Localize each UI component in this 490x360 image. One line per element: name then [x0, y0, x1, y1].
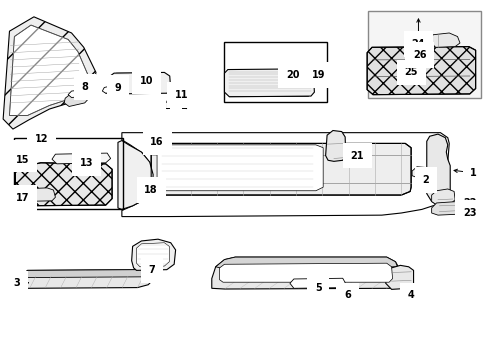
- Polygon shape: [52, 153, 111, 164]
- Polygon shape: [102, 86, 114, 93]
- Text: 3: 3: [13, 278, 20, 288]
- Polygon shape: [153, 146, 159, 149]
- Text: 26: 26: [413, 50, 427, 60]
- Text: 22: 22: [463, 198, 476, 208]
- Text: 15: 15: [16, 154, 29, 165]
- Polygon shape: [21, 276, 27, 288]
- Polygon shape: [3, 17, 96, 129]
- Polygon shape: [310, 80, 321, 87]
- Polygon shape: [290, 278, 345, 288]
- Polygon shape: [427, 134, 450, 204]
- Polygon shape: [109, 72, 171, 94]
- Text: 24: 24: [412, 39, 425, 49]
- Text: 9: 9: [115, 83, 122, 93]
- Polygon shape: [18, 154, 32, 161]
- Bar: [368, 12, 482, 98]
- Polygon shape: [224, 69, 315, 97]
- Polygon shape: [212, 257, 399, 289]
- Polygon shape: [17, 150, 30, 156]
- Text: 5: 5: [315, 283, 321, 293]
- Text: 16: 16: [150, 138, 164, 147]
- Polygon shape: [386, 265, 414, 289]
- Text: 25: 25: [404, 67, 418, 77]
- Polygon shape: [220, 263, 392, 282]
- Bar: [14, 138, 123, 209]
- Polygon shape: [122, 133, 449, 217]
- Polygon shape: [412, 167, 428, 177]
- Polygon shape: [146, 183, 159, 192]
- Text: 1: 1: [470, 168, 477, 178]
- Polygon shape: [118, 140, 153, 210]
- Polygon shape: [151, 143, 411, 195]
- Polygon shape: [157, 145, 323, 191]
- Text: 11: 11: [175, 90, 188, 100]
- Polygon shape: [15, 163, 112, 206]
- Text: 7: 7: [149, 265, 155, 275]
- Text: 8: 8: [82, 82, 89, 92]
- Polygon shape: [21, 270, 151, 278]
- Polygon shape: [132, 239, 175, 270]
- Polygon shape: [9, 25, 88, 116]
- Polygon shape: [137, 243, 169, 267]
- Text: 21: 21: [351, 150, 364, 161]
- Text: 4: 4: [408, 291, 415, 301]
- Text: 10: 10: [140, 76, 153, 86]
- Text: 13: 13: [79, 158, 93, 168]
- Text: 17: 17: [16, 193, 29, 203]
- Polygon shape: [430, 33, 460, 47]
- Text: 19: 19: [312, 70, 325, 80]
- Polygon shape: [68, 90, 81, 98]
- Polygon shape: [17, 151, 19, 154]
- Polygon shape: [367, 46, 476, 95]
- Text: 14: 14: [16, 147, 29, 157]
- Polygon shape: [19, 270, 153, 288]
- Bar: [224, 41, 327, 102]
- Text: 18: 18: [145, 185, 158, 195]
- Polygon shape: [216, 257, 397, 270]
- Polygon shape: [432, 202, 466, 215]
- Polygon shape: [432, 189, 455, 206]
- Polygon shape: [147, 138, 167, 148]
- Text: 2: 2: [422, 175, 429, 185]
- Polygon shape: [326, 131, 345, 161]
- Polygon shape: [64, 90, 90, 107]
- Polygon shape: [15, 188, 55, 202]
- Text: 20: 20: [286, 70, 299, 80]
- Text: 23: 23: [463, 208, 476, 218]
- Text: 12: 12: [34, 135, 48, 144]
- Text: 6: 6: [344, 291, 351, 301]
